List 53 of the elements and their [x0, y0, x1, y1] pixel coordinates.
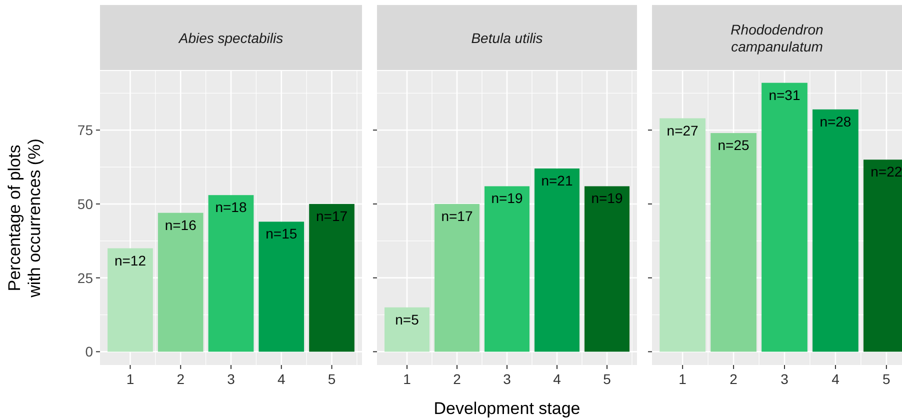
y-axis-title: Percentage of plots with occurrences (%) — [5, 138, 44, 298]
x-tick-label: 2 — [176, 371, 185, 387]
bar — [384, 307, 430, 352]
bar — [158, 212, 204, 352]
annotation: n=19 — [491, 190, 523, 206]
bar — [434, 204, 480, 352]
annotation: n=17 — [316, 208, 348, 224]
x-tick-label: 2 — [730, 371, 738, 387]
y-tick-label: 25 — [77, 270, 94, 286]
x-tick-label: 2 — [453, 371, 462, 387]
annotation: n=25 — [718, 137, 750, 154]
bar — [208, 195, 254, 352]
annotation: n=15 — [266, 226, 298, 242]
bar — [660, 118, 706, 352]
chart-title: Abies spectabilis — [178, 30, 284, 46]
annotation: n=28 — [820, 113, 852, 130]
x-tick-label: 4 — [553, 371, 562, 387]
annotation: n=19 — [591, 190, 623, 206]
bar — [309, 204, 354, 352]
annotation: n=22 — [870, 164, 902, 180]
annotation: n=12 — [114, 252, 146, 268]
y-tick-label: 50 — [77, 196, 94, 212]
bar — [762, 82, 808, 352]
bar — [484, 186, 530, 352]
annotation: n=31 — [768, 86, 800, 103]
annotation: n=18 — [215, 199, 247, 216]
annotation: n=27 — [666, 122, 699, 138]
bar — [258, 222, 304, 352]
y-tick-label: 75 — [77, 122, 94, 138]
x-tick-label: 3 — [780, 371, 789, 387]
x-tick-label: 4 — [832, 371, 840, 387]
x-tick-label: 1 — [678, 371, 687, 387]
chart-title: Betula utilis — [471, 30, 543, 46]
x-tick-label: 3 — [227, 371, 236, 387]
y-tick-label: 0 — [85, 344, 94, 360]
bar — [710, 133, 756, 352]
x-tick-label: 5 — [603, 371, 612, 387]
bar — [812, 109, 858, 352]
annotation: n=5 — [395, 311, 420, 328]
annotation: n=21 — [541, 172, 573, 189]
x-tick-label: 3 — [503, 371, 512, 387]
bar — [584, 186, 630, 352]
chart-title: Rhododendron campanulatum — [730, 22, 824, 54]
bar — [534, 168, 580, 352]
x-tick-label: 1 — [403, 371, 412, 387]
x-tick-label: 1 — [126, 371, 134, 387]
x-tick-label: 5 — [882, 371, 891, 387]
x-tick-label: 5 — [328, 371, 336, 387]
annotation: n=17 — [441, 208, 473, 224]
x-axis-title: Development stage — [434, 399, 580, 418]
x-tick-label: 4 — [277, 371, 286, 387]
annotation: n=16 — [164, 216, 197, 233]
bar — [108, 248, 153, 352]
